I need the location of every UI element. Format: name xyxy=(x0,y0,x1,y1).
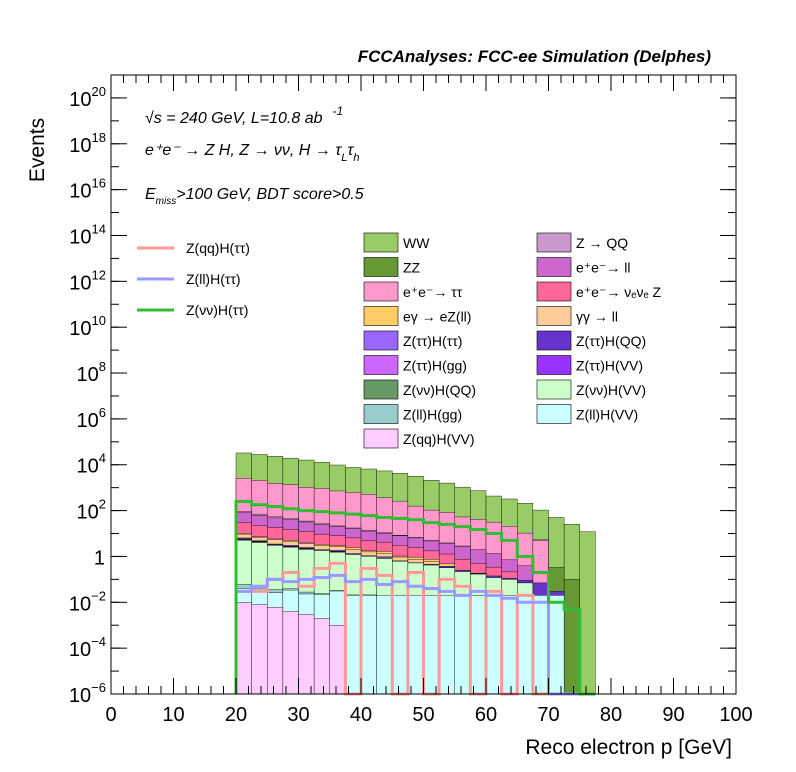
y-tick-label: 102 xyxy=(77,497,106,524)
legend-swatch xyxy=(536,306,572,326)
legend-label: e⁺e⁻→ νₑνₑ Z xyxy=(576,284,662,300)
y-tick-label: 1016 xyxy=(69,176,106,203)
bar xyxy=(407,595,424,695)
process-annotation: e⁺e⁻ → Z H, Z → νν, H → τLτh xyxy=(145,142,359,164)
x-tick-label: 60 xyxy=(475,704,497,726)
bar xyxy=(548,595,565,695)
legend-label: Z(ττ)H(QQ) xyxy=(576,333,646,349)
y-tick-label: 10−4 xyxy=(69,634,106,661)
bar xyxy=(392,595,409,695)
legend-label: Z(qq)H(VV) xyxy=(403,431,475,447)
x-axis-title: Reco electron p [GeV] xyxy=(525,736,732,759)
y-tick-label: 108 xyxy=(77,359,106,386)
x-tick-label: 90 xyxy=(662,704,684,726)
legend-label: γγ → ll xyxy=(576,309,618,325)
y-tick-label: 1020 xyxy=(69,84,106,111)
legend-swatch xyxy=(536,355,572,375)
legend-swatch xyxy=(363,355,399,375)
cut-annotation: Emiss>100 GeV, BDT score>0.5 xyxy=(145,186,364,207)
bar xyxy=(470,595,487,695)
y-tick-label: 1010 xyxy=(69,313,106,340)
bar xyxy=(438,595,455,695)
bar xyxy=(563,579,580,695)
bar xyxy=(485,595,502,695)
y-tick-label: 1012 xyxy=(69,267,106,294)
bar xyxy=(235,602,252,695)
x-tick-label: 70 xyxy=(537,704,559,726)
bar xyxy=(532,595,549,695)
y-tick-label: 1014 xyxy=(69,221,106,248)
bar xyxy=(298,614,315,695)
y-tick-label: 10−6 xyxy=(69,680,106,707)
legend-label: e⁺e⁻→ ll xyxy=(576,260,630,276)
legend-line-label: Z(νν)H(ττ) xyxy=(186,302,248,318)
bar xyxy=(423,595,440,695)
axes: 0 10 20 30 40 50 60 70 80 90 10010−610−410−2110210… xyxy=(69,74,753,726)
bar xyxy=(345,595,362,695)
bar xyxy=(579,531,596,695)
legend-swatch xyxy=(536,257,572,277)
legend-label: eγ → eZ(ll) xyxy=(403,309,471,325)
bar xyxy=(501,595,518,695)
legend-label: ZZ xyxy=(403,260,421,276)
legend-swatch xyxy=(363,330,399,351)
stack-16 xyxy=(235,602,346,695)
x-tick-label: 100 xyxy=(719,704,752,726)
y-tick-label: 1 xyxy=(94,547,105,569)
y-tick-label: 106 xyxy=(77,405,106,432)
bar xyxy=(313,618,330,695)
y-tick-label: 1018 xyxy=(69,130,106,157)
chart-title: FCCAnalyses: FCC-ee Simulation (Delphes) xyxy=(358,47,712,66)
legend-label: Z → QQ xyxy=(576,235,628,251)
x-tick-label: 80 xyxy=(600,704,622,726)
legend-swatch xyxy=(363,428,399,449)
bar xyxy=(376,595,393,695)
legend-swatch xyxy=(363,306,399,326)
y-tick-label: 10−2 xyxy=(69,588,106,615)
legend-line-label: Z(ll)H(ττ) xyxy=(186,271,241,287)
bar xyxy=(360,595,377,695)
energy-annotation: √s = 240 GeV, L=10.8 ab -1 xyxy=(145,104,343,127)
legend-label: e⁺e⁻→ ττ xyxy=(403,284,463,300)
y-axis-title: Events xyxy=(26,118,49,182)
legend-label: Z(ll)H(gg) xyxy=(403,407,462,423)
line-1 xyxy=(234,573,596,696)
x-tick-label: 10 xyxy=(162,704,184,726)
bar xyxy=(517,595,534,695)
legend-swatch xyxy=(363,281,399,302)
x-tick-label: 50 xyxy=(412,704,434,726)
y-tick-label: 104 xyxy=(77,451,106,478)
bar xyxy=(282,611,299,695)
legend-swatch xyxy=(363,257,399,277)
legend-label: Z(νν)H(QQ) xyxy=(403,382,476,398)
x-tick-label: 0 xyxy=(105,704,116,726)
bar xyxy=(454,595,471,695)
x-tick-label: 20 xyxy=(225,704,247,726)
legend-swatch xyxy=(363,379,399,400)
legend-swatch xyxy=(536,379,572,400)
legend-swatch xyxy=(536,330,572,351)
legend-swatch xyxy=(536,281,572,302)
bar xyxy=(329,625,346,695)
legend-swatch xyxy=(363,232,399,253)
legend-swatch xyxy=(536,232,572,253)
bar xyxy=(267,607,284,695)
x-tick-label: 30 xyxy=(287,704,309,726)
legend-swatch xyxy=(363,404,399,424)
legend-label: WW xyxy=(403,235,430,251)
legend-swatch xyxy=(536,404,572,424)
legend-label: Z(ττ)H(VV) xyxy=(576,358,643,374)
legend-label: Z(ττ)H(ττ) xyxy=(403,333,462,349)
legend-label: Z(νν)H(VV) xyxy=(576,382,646,398)
x-tick-label: 40 xyxy=(350,704,372,726)
line-2 xyxy=(234,499,596,696)
legend-line-label: Z(qq)H(ττ) xyxy=(186,240,250,256)
legend-label: Z(ττ)H(gg) xyxy=(403,358,467,374)
legend-label: Z(ll)H(VV) xyxy=(576,407,638,423)
bar xyxy=(251,604,268,695)
legend: Z(qq)H(ττ) Z(ll)H(ττ) Z(νν)H(ττ) WW ZZ e⁺e⁻→ … xyxy=(137,232,662,449)
